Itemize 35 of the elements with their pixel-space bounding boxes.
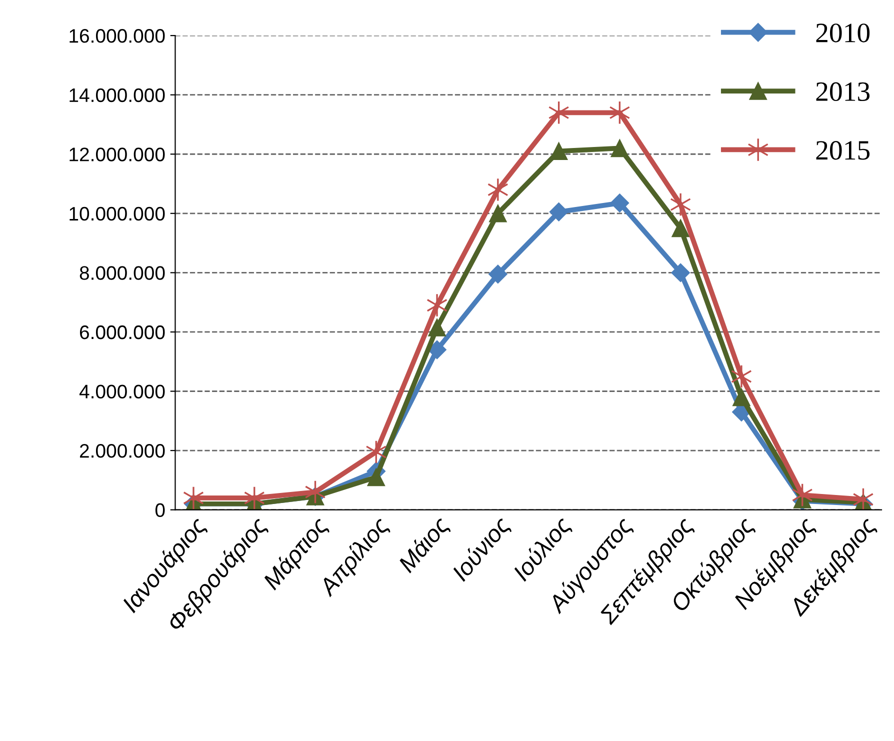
point bbox=[792, 483, 813, 507]
point bbox=[426, 293, 448, 318]
y-tick-label: 10.000.000 bbox=[70, 206, 165, 221]
point bbox=[609, 100, 630, 125]
point bbox=[730, 364, 752, 388]
point bbox=[548, 100, 570, 125]
point bbox=[671, 263, 690, 282]
y-tick-label: 6.000.000 bbox=[80, 325, 165, 340]
point bbox=[428, 318, 446, 336]
point bbox=[487, 178, 508, 202]
point bbox=[366, 440, 387, 464]
y-tick-label: 4.000.000 bbox=[79, 384, 165, 398]
point bbox=[183, 486, 204, 510]
point bbox=[670, 192, 692, 216]
y-tick-label: 16.000.000 bbox=[70, 29, 165, 43]
point bbox=[610, 194, 630, 212]
point bbox=[488, 264, 508, 284]
point bbox=[428, 340, 446, 360]
point bbox=[672, 219, 690, 238]
point bbox=[304, 480, 326, 504]
y-tick-label: 12.000.000 bbox=[70, 148, 165, 162]
point bbox=[244, 486, 265, 510]
point bbox=[549, 202, 568, 222]
legend-label: 2010 bbox=[816, 24, 870, 42]
point bbox=[367, 468, 386, 486]
point bbox=[852, 487, 874, 510]
point bbox=[732, 388, 750, 406]
y-tick-label: 2.000.000 bbox=[80, 444, 165, 458]
point bbox=[610, 139, 629, 158]
y-tick-label: 0 bbox=[155, 503, 165, 518]
legend-label: 2013 bbox=[816, 82, 870, 102]
y-tick-label: 14.000.000 bbox=[70, 88, 165, 102]
point bbox=[489, 204, 507, 222]
legend-label: 2015 bbox=[816, 140, 870, 160]
y-tick-label: 8.000.000 bbox=[80, 266, 165, 280]
